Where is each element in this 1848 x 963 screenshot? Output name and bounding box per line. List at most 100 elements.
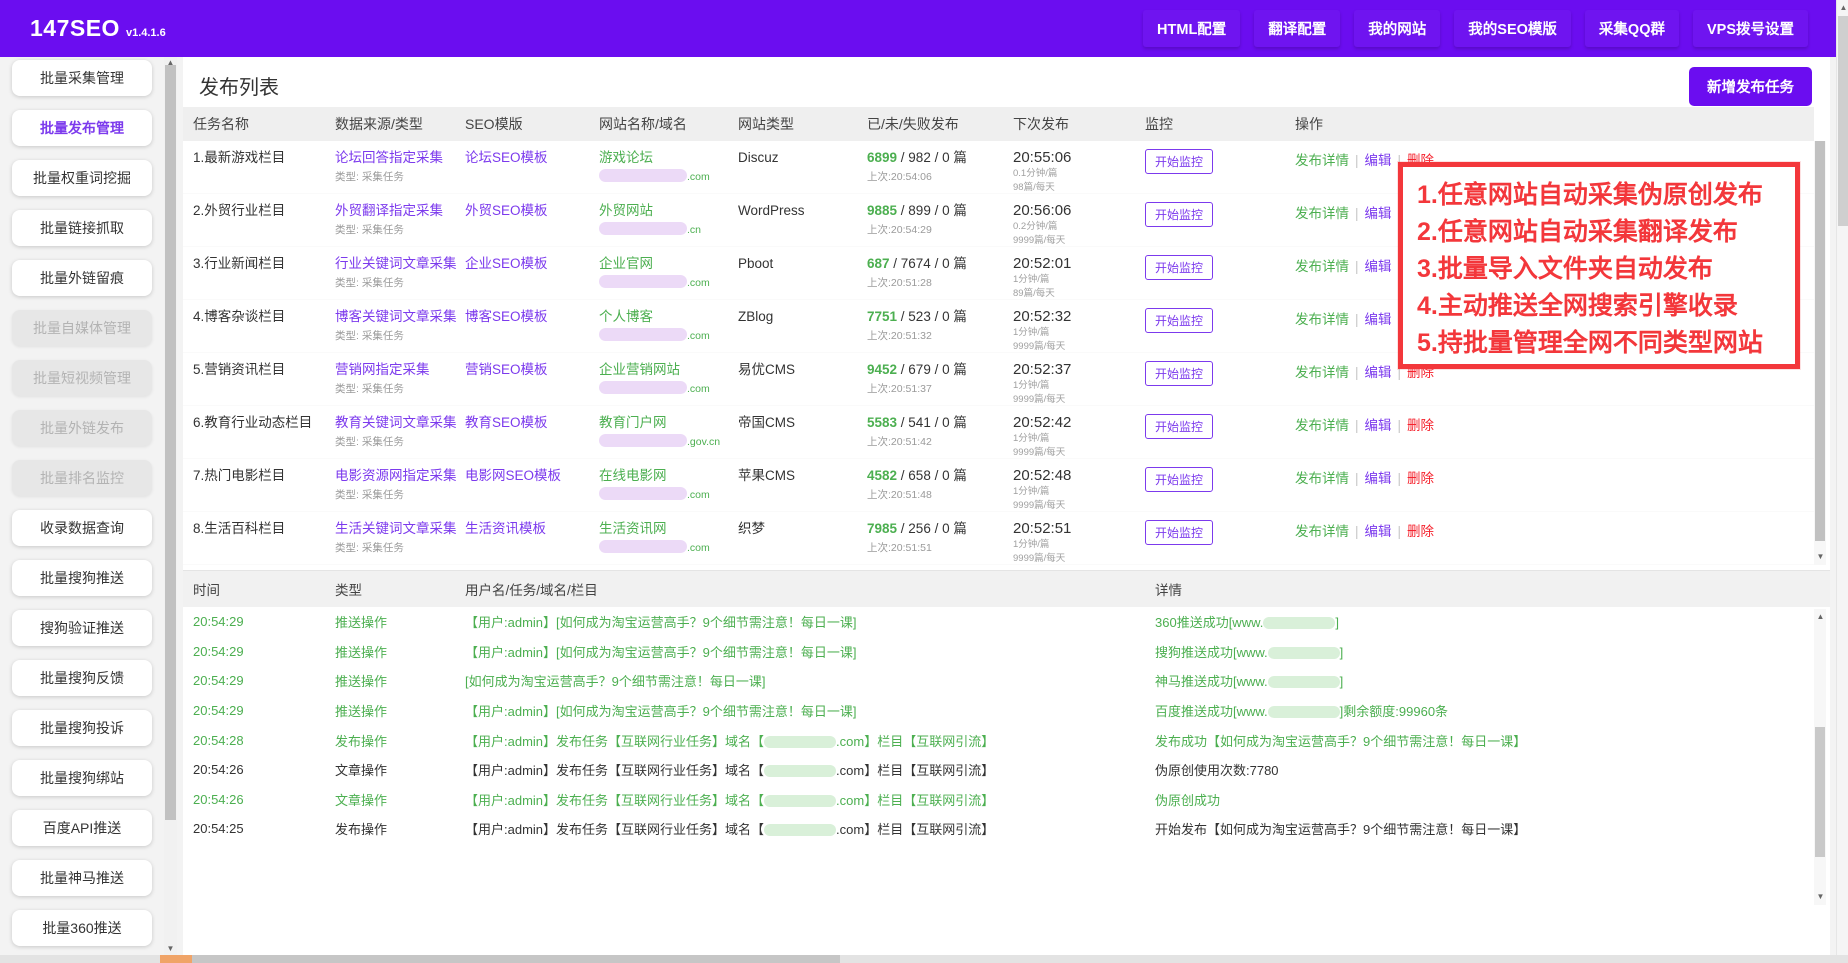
task-column-header: 网站类型 (738, 116, 794, 132)
scroll-up-icon[interactable]: ▲ (1816, 612, 1825, 621)
seo-template-link[interactable]: 营销SEO模板 (465, 362, 548, 377)
publish-detail-link[interactable]: 发布详情 (1295, 418, 1349, 433)
seo-template-link[interactable]: 外贸SEO模板 (465, 203, 548, 218)
sidebar-item[interactable]: 批量搜狗绑站 (12, 760, 152, 796)
daily-limit: 9999篇/每天 (1013, 500, 1066, 511)
task-table-scrollbar-thumb[interactable] (1815, 141, 1825, 541)
edit-link[interactable]: 编辑 (1364, 365, 1392, 380)
blurred-domain (599, 434, 687, 447)
task-name-cell: 1.最新游戏栏目 (193, 150, 286, 165)
start-monitor-button[interactable]: 开始监控 (1145, 149, 1214, 174)
start-monitor-button[interactable]: 开始监控 (1145, 308, 1214, 333)
source-link[interactable]: 教育关键词文章采集 (335, 415, 457, 430)
scroll-up-icon[interactable]: ▲ (166, 58, 175, 67)
start-monitor-button[interactable]: 开始监控 (1145, 202, 1214, 227)
edit-link[interactable]: 编辑 (1364, 259, 1392, 274)
sidebar-item[interactable]: 批量权重词挖掘 (12, 160, 152, 196)
task-source-cell: 行业关键词文章采集 类型: 采集任务 (335, 255, 465, 290)
publish-detail-link[interactable]: 发布详情 (1295, 206, 1349, 221)
delete-link[interactable]: 删除 (1407, 471, 1435, 486)
publish-detail-link[interactable]: 发布详情 (1295, 153, 1349, 168)
seo-template-link[interactable]: 论坛SEO模板 (465, 150, 548, 165)
edit-link[interactable]: 编辑 (1364, 312, 1392, 327)
delete-link[interactable]: 删除 (1407, 418, 1435, 433)
publish-detail-link[interactable]: 发布详情 (1295, 524, 1349, 539)
source-link[interactable]: 电影资源网指定采集 (335, 468, 457, 483)
sidebar-item[interactable]: 搜狗验证推送 (12, 610, 152, 646)
start-monitor-button[interactable]: 开始监控 (1145, 520, 1214, 545)
log-time: 20:54:29 (193, 703, 244, 719)
edit-link[interactable]: 编辑 (1364, 153, 1392, 168)
sidebar-item[interactable]: 批量360推送 (12, 910, 152, 946)
log-message: 【用户:admin】发布任务【互联网行业任务】域名【 .com】栏目【互联网引流】 (465, 790, 1155, 809)
sidebar-item[interactable]: 批量采集管理 (12, 60, 152, 96)
sidebar-item[interactable]: 批量链接抓取 (12, 210, 152, 246)
edit-link[interactable]: 编辑 (1364, 206, 1392, 221)
log-detail-text: 百度推送成功[www. (1155, 704, 1268, 720)
next-publish-time: 20:55:06 (1013, 149, 1072, 166)
start-monitor-button[interactable]: 开始监控 (1145, 467, 1214, 492)
new-publish-task-button[interactable]: 新增发布任务 (1689, 67, 1812, 106)
scroll-down-icon[interactable]: ▼ (1816, 552, 1825, 561)
page-horizontal-scrollbar[interactable] (0, 955, 1848, 963)
nav-item-HTML配置[interactable]: HTML配置 (1143, 10, 1240, 47)
delete-link[interactable]: 删除 (1407, 524, 1435, 539)
start-monitor-button[interactable]: 开始监控 (1145, 255, 1214, 280)
seo-template-link[interactable]: 电影网SEO模板 (465, 468, 562, 483)
source-link[interactable]: 博客关键词文章采集 (335, 309, 457, 324)
daily-limit: 98篇/每天 (1013, 182, 1055, 193)
nav-item-采集QQ群[interactable]: 采集QQ群 (1585, 10, 1679, 47)
task-table-scrollbar[interactable]: ▼ (1814, 141, 1826, 565)
sidebar-item[interactable]: 批量搜狗反馈 (12, 660, 152, 696)
publish-detail-link[interactable]: 发布详情 (1295, 471, 1349, 486)
pending-failed-counts: / 679 / 0 篇 (897, 362, 967, 377)
publish-detail-link[interactable]: 发布详情 (1295, 312, 1349, 327)
nav-item-翻译配置[interactable]: 翻译配置 (1254, 10, 1340, 47)
seo-template-link[interactable]: 博客SEO模板 (465, 309, 548, 324)
nav-item-我的网站[interactable]: 我的网站 (1354, 10, 1440, 47)
table-row: 8.生活百科栏目 生活关键词文章采集 类型: 采集任务 生活资讯模板 生活资讯网 .com… (183, 512, 1814, 565)
source-link[interactable]: 外贸翻译指定采集 (335, 203, 443, 218)
scroll-up-icon[interactable]: ▲ (1839, 3, 1848, 12)
page-horizontal-scrollbar-thumb[interactable] (192, 955, 840, 963)
task-source-cell: 营销网指定采集 类型: 采集任务 (335, 361, 465, 396)
edit-link[interactable]: 编辑 (1364, 471, 1392, 486)
log-table-scrollbar-thumb[interactable] (1815, 727, 1825, 857)
start-monitor-button[interactable]: 开始监控 (1145, 361, 1214, 386)
table-row: 6.教育行业动态栏目 教育关键词文章采集 类型: 采集任务 教育SEO模板 教育门户网.… (183, 406, 1814, 459)
nav-item-我的SEO模版[interactable]: 我的SEO模版 (1454, 10, 1571, 47)
last-publish-time: 上次:20:51:48 (867, 489, 932, 501)
edit-link[interactable]: 编辑 (1364, 524, 1392, 539)
sidebar-item[interactable]: 收录数据查询 (12, 510, 152, 546)
task-name-cell: 6.教育行业动态栏目 (193, 415, 313, 430)
sidebar-scrollbar[interactable]: ▲ ▼ (164, 57, 177, 955)
sidebar-scrollbar-thumb[interactable] (165, 65, 176, 820)
seo-template-link[interactable]: 生活资讯模板 (465, 521, 546, 536)
sidebar-item[interactable]: 百度API推送 (12, 810, 152, 846)
publish-detail-link[interactable]: 发布详情 (1295, 365, 1349, 380)
source-link[interactable]: 生活关键词文章采集 (335, 521, 457, 536)
scroll-down-icon[interactable]: ▼ (166, 944, 175, 953)
page-vertical-scrollbar[interactable]: ▲ (1836, 0, 1848, 963)
sidebar-item[interactable]: 批量搜狗投诉 (12, 710, 152, 746)
log-detail: 开始发布【如何成为淘宝运营高手？9个细节需注意！每日一课】 (1155, 819, 1814, 838)
source-link[interactable]: 行业关键词文章采集 (335, 256, 457, 271)
page-vertical-scrollbar-thumb[interactable] (1838, 16, 1848, 226)
sidebar-item[interactable]: 批量搜狗推送 (12, 560, 152, 596)
blurred-domain (764, 765, 837, 778)
sidebar-item[interactable]: 批量神马推送 (12, 860, 152, 896)
publish-detail-link[interactable]: 发布详情 (1295, 259, 1349, 274)
sidebar-item[interactable]: 批量外链留痕 (12, 260, 152, 296)
log-table-scrollbar[interactable]: ▲ ▼ (1814, 609, 1826, 905)
start-monitor-button[interactable]: 开始监控 (1145, 414, 1214, 439)
log-detail-text: 搜狗推送成功[www. (1155, 644, 1268, 660)
edit-link[interactable]: 编辑 (1364, 418, 1392, 433)
scroll-down-icon[interactable]: ▼ (1816, 892, 1825, 901)
seo-template-link[interactable]: 企业SEO模板 (465, 256, 548, 271)
seo-template-link[interactable]: 教育SEO模板 (465, 415, 548, 430)
sidebar-item[interactable]: 批量发布管理 (12, 110, 152, 146)
source-link[interactable]: 论坛回答指定采集 (335, 150, 443, 165)
log-message-text: 【用户:admin】发布任务【互联网行业任务】域名【 (465, 822, 765, 838)
nav-item-VPS拨号设置[interactable]: VPS拨号设置 (1693, 10, 1808, 47)
source-link[interactable]: 营销网指定采集 (335, 362, 430, 377)
